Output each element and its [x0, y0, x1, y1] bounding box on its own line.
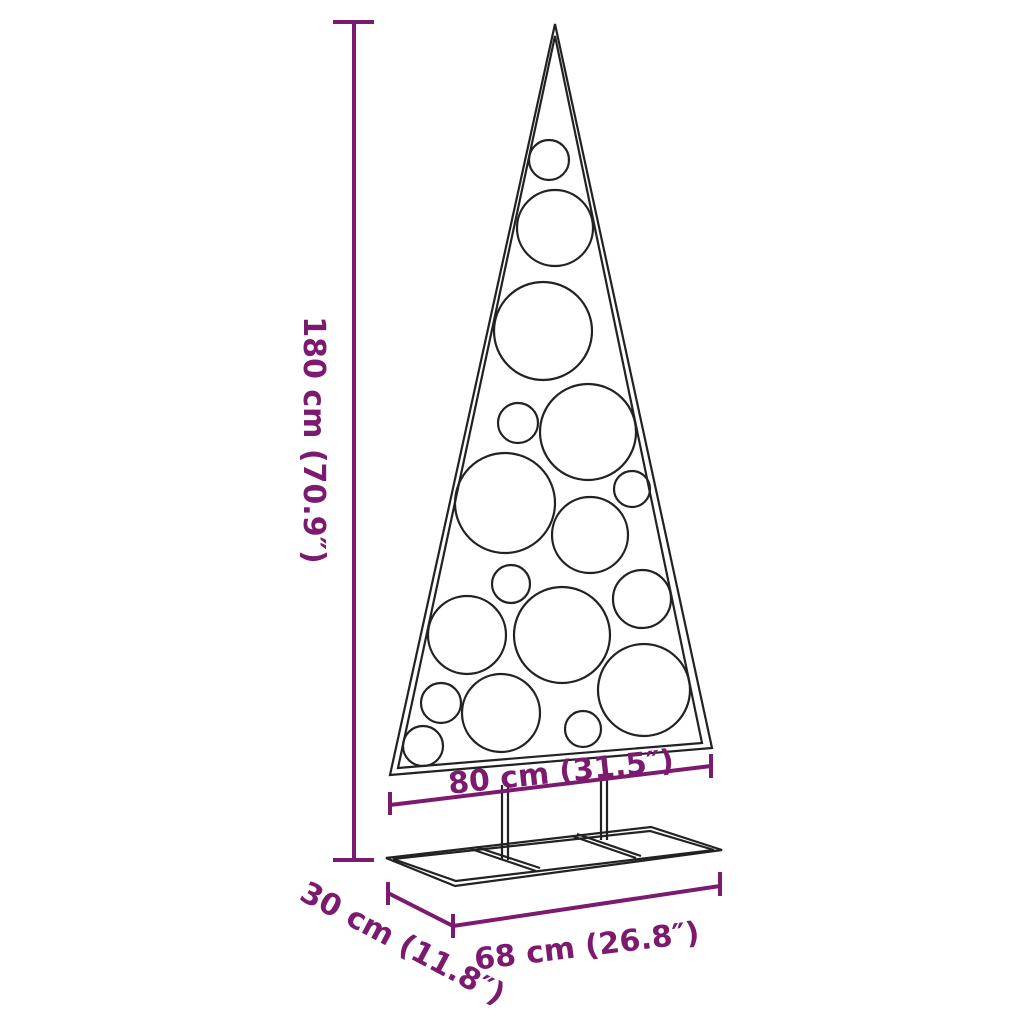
base-frame-inner: [392, 829, 715, 883]
base-divider-right-2: [576, 832, 642, 858]
ornament-ring: [401, 724, 445, 768]
tree-inner-triangle: [396, 35, 704, 770]
ornament-ring: [490, 563, 532, 605]
base-divider-left: [470, 847, 537, 873]
ornament-ring: [453, 451, 557, 555]
ornament-ring: [426, 594, 508, 676]
tree-outer-triangle: [388, 23, 714, 777]
ornament-ring: [496, 401, 540, 445]
width-dimension: 80 cm (31.5″): [388, 743, 713, 815]
ornament-ring: [563, 709, 603, 749]
tree-frame: [388, 23, 714, 777]
ornament-ring: [419, 681, 463, 725]
height-label: 180 cm (70.9″): [296, 316, 331, 563]
base-frame-outer: [385, 825, 723, 888]
ornament-ring: [612, 469, 652, 509]
width-label: 80 cm (31.5″): [447, 743, 676, 801]
base-length-label: 68 cm (26.8″): [472, 915, 701, 977]
ornament-ring: [611, 568, 673, 630]
base-divider-left-2: [475, 845, 541, 870]
ornament-ring: [460, 672, 542, 754]
height-dimension: 180 cm (70.9″): [296, 20, 374, 862]
ornament-ring: [538, 382, 638, 482]
base-length-dimension: 68 cm (26.8″): [451, 872, 722, 978]
ornament-ring: [550, 495, 630, 575]
ornament-ring: [596, 642, 692, 738]
ornament-ring: [512, 585, 612, 685]
ornament-ring: [492, 280, 594, 382]
stand: [385, 778, 723, 888]
ornament-ring: [515, 188, 595, 268]
ornament-rings: [401, 138, 692, 768]
ornament-ring: [527, 138, 571, 182]
base-divider-right: [571, 834, 637, 860]
